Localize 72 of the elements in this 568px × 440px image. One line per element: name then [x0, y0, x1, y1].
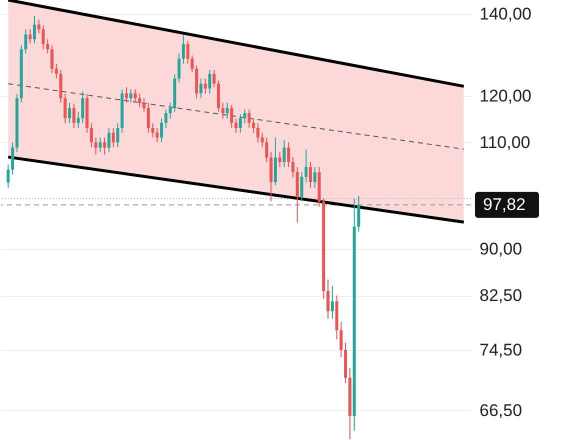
candlestick [37, 19, 40, 34]
candlestick [204, 78, 207, 94]
candlestick [129, 88, 132, 104]
candlestick [42, 24, 45, 50]
candlestick [260, 132, 264, 148]
candlestick [291, 156, 294, 178]
candlestick [151, 122, 154, 138]
candlestick [50, 44, 54, 74]
candlestick [234, 118, 238, 134]
candlestick [28, 28, 32, 44]
candlestick [46, 38, 50, 54]
candlestick [107, 128, 110, 153]
candlestick [90, 122, 93, 148]
candlestick [68, 102, 72, 124]
candlestick [230, 104, 234, 128]
y-tick-label: 82,50 [480, 286, 522, 306]
candlestick [256, 122, 260, 143]
candlestick [72, 103, 76, 128]
candlestick [64, 93, 67, 124]
candlestick [357, 195, 360, 232]
candlestick [330, 285, 334, 320]
candlestick [164, 108, 168, 128]
candlestick [11, 142, 14, 176]
candlestick [238, 114, 242, 134]
candlestick [304, 149, 308, 184]
candlestick [142, 98, 146, 112]
candlestick [94, 137, 98, 156]
candlestick [199, 78, 202, 99]
candlestick [340, 322, 343, 358]
candlestick [81, 91, 84, 124]
candlestick [221, 102, 224, 120]
candlestick [252, 118, 256, 134]
y-tick-label: 140,00 [480, 4, 532, 24]
ref-line-label: 97,82 [483, 194, 526, 214]
candlestick [190, 54, 194, 73]
candlestick [32, 15, 36, 44]
candlestick [134, 88, 137, 104]
candlestick [24, 28, 28, 54]
candlestick [287, 142, 290, 168]
candlestick [138, 93, 142, 108]
candlestick [6, 164, 10, 188]
candlestick [282, 139, 286, 168]
candlestick [146, 102, 150, 134]
candlestick [208, 70, 212, 94]
y-tick-label: 74,50 [480, 340, 522, 360]
candlestick [182, 34, 185, 64]
y-tick-label: 120,00 [480, 86, 532, 106]
candlestick [226, 102, 229, 120]
candlestick [212, 70, 216, 88]
candlestick [278, 152, 282, 168]
candlestick [112, 128, 115, 148]
candlestick [168, 102, 172, 120]
candlestick [178, 52, 181, 84]
candlestick [313, 166, 316, 188]
candlestick [98, 137, 102, 153]
candlestick [116, 122, 120, 148]
candlestick [300, 172, 304, 202]
y-tick-label: 66,50 [480, 400, 522, 420]
candlestick [308, 162, 312, 188]
candlestick [160, 118, 164, 143]
candlestick [248, 108, 251, 128]
candlestick [243, 108, 246, 124]
candlestick [124, 86, 128, 104]
candlestick [265, 137, 268, 163]
y-tick-label: 110,00 [480, 132, 530, 152]
candlestick [326, 279, 330, 320]
y-tick-label: 90,00 [480, 240, 522, 259]
candlestick [156, 128, 159, 143]
candlestick [103, 137, 106, 156]
candlestick [186, 40, 190, 64]
candlestick [76, 111, 80, 128]
candlestick [54, 63, 58, 80]
